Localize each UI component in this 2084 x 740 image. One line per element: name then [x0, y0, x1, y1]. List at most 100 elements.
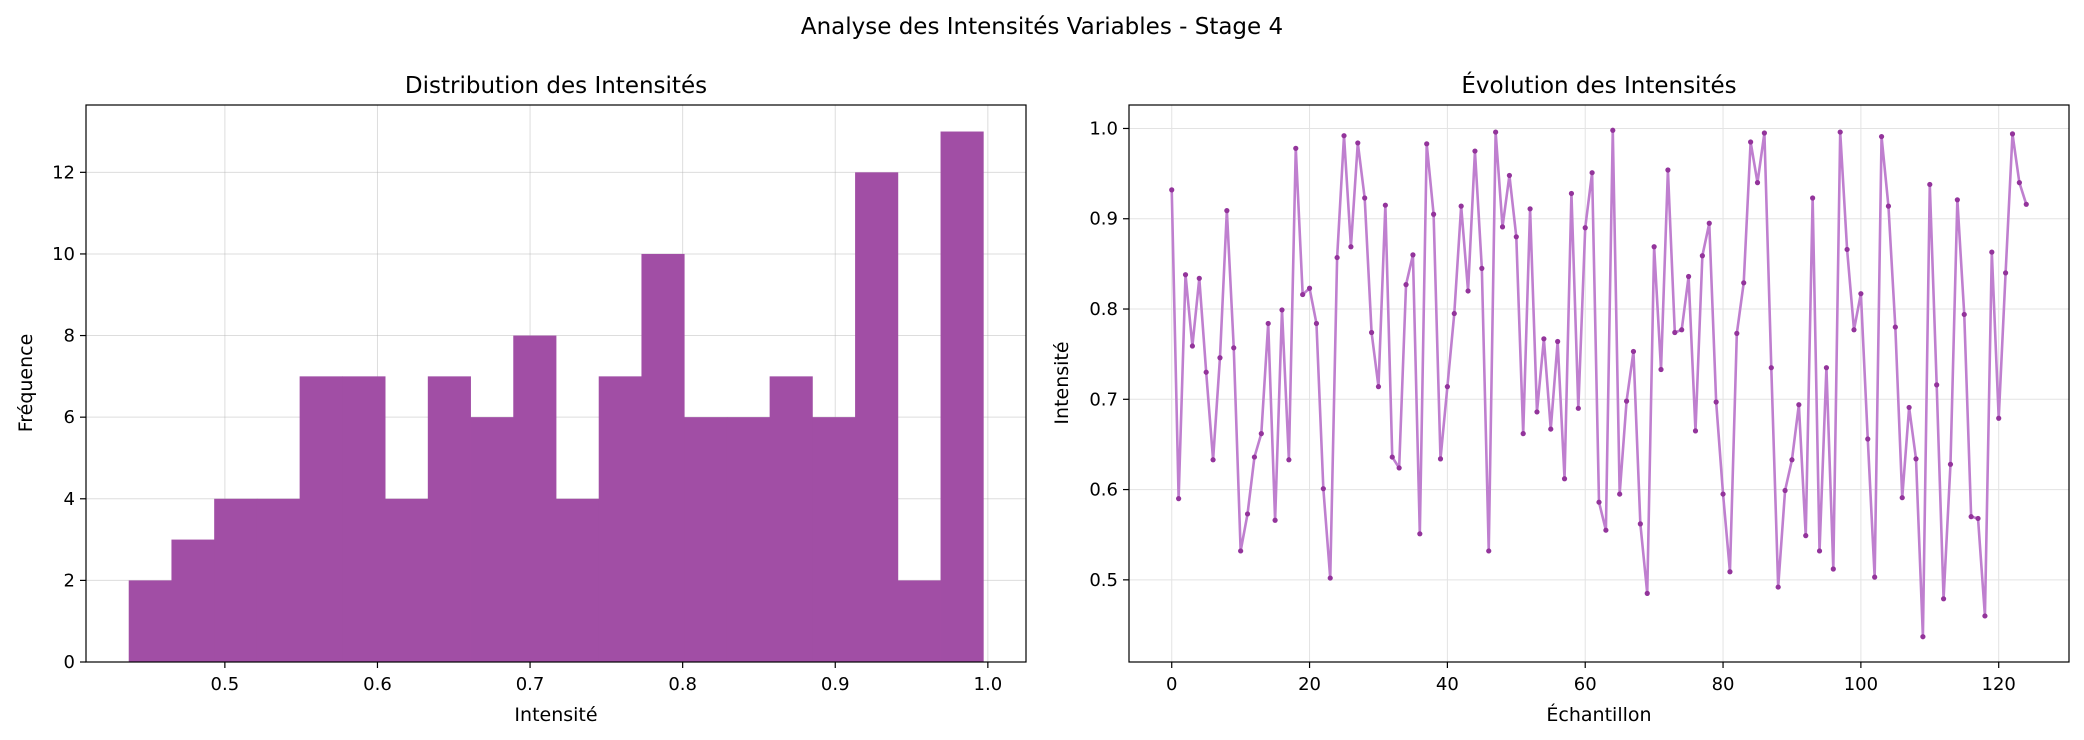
line-data-point [1706, 220, 1712, 226]
line-data-point [1203, 369, 1209, 375]
line-data-point [1630, 348, 1637, 355]
histogram-y-tick-label: 12 [52, 162, 75, 183]
line-data-point [1176, 496, 1182, 502]
histogram-bars [128, 131, 984, 663]
line-panel: Évolution des Intensités 0 20 40 60 80 100 120… [1051, 71, 2070, 726]
line-data-point [1830, 566, 1836, 572]
line-y-tick-label: 0.7 [1089, 389, 1118, 410]
line-data-point [1603, 527, 1609, 533]
histogram-x-tick-label: 0.8 [668, 674, 697, 695]
line-data-point [1720, 491, 1726, 497]
line-data-point [1844, 246, 1850, 253]
histogram-bar [513, 335, 557, 662]
line-data-point [1210, 457, 1216, 463]
line-data-point [1238, 548, 1244, 554]
line-data-point [1334, 254, 1340, 261]
line-data-point [1934, 382, 1940, 388]
histogram-bar [812, 417, 856, 662]
histogram-x-tick-label: 0.5 [211, 674, 240, 695]
line-data-point [1878, 133, 1885, 140]
histogram-bar [684, 417, 728, 662]
line-data-point [1975, 515, 1981, 522]
histogram-x-label: Intensité [514, 704, 597, 726]
line-data-point [1748, 139, 1754, 145]
line-data-point [1734, 330, 1740, 336]
line-data-point [1355, 140, 1361, 146]
line-data-point [1258, 431, 1264, 437]
line-data-point [1396, 465, 1402, 471]
line-data-point [1527, 206, 1533, 212]
histogram-bar [299, 376, 343, 662]
line-x-tick-label: 20 [1298, 674, 1321, 695]
line-data-point [1306, 285, 1313, 291]
line-data-point [1582, 225, 1588, 231]
line-data-point [1665, 167, 1671, 173]
histogram-x-tick-label: 0.7 [516, 674, 545, 695]
line-data-point [1872, 574, 1878, 580]
line-data-point [1410, 252, 1416, 258]
histogram-x-tick-label: 0.6 [363, 674, 392, 695]
line-title: Évolution des Intensités [1461, 71, 1736, 99]
line-data-point [1961, 311, 1967, 318]
line-data-point [2023, 201, 2029, 207]
line-data-point [1596, 499, 1602, 505]
line-data-point [1727, 569, 1733, 575]
line-data-point [1368, 329, 1375, 336]
line-data-point [1644, 590, 1650, 596]
line-data-point [1362, 195, 1368, 201]
line-data-point [1768, 365, 1774, 371]
line-data-point [2016, 180, 2022, 186]
line-data-point [1699, 253, 1705, 259]
histogram-panel: Distribution des Intensités 0.5 0.6 0.7 0.8… [15, 73, 1027, 726]
line-data-point [1996, 415, 2002, 421]
line-data-point [1217, 355, 1223, 361]
line-data-point [1851, 327, 1857, 333]
line-data-point [2009, 131, 2016, 137]
line-data-point [1617, 491, 1623, 497]
figure-suptitle: Analyse des Intensités Variables - Stage… [801, 14, 1283, 40]
line-data-point [1741, 280, 1747, 286]
histogram-bar [855, 172, 899, 663]
line-x-tick-label: 40 [1436, 674, 1459, 695]
histogram-y-tick-label: 4 [64, 489, 75, 510]
line-data-point [1555, 338, 1561, 345]
histogram-y-tick-label: 0 [64, 652, 75, 673]
line-data-point [1575, 405, 1581, 411]
line-series-path [1170, 128, 2028, 639]
line-data-point [1858, 291, 1864, 297]
line-data-point [1837, 129, 1843, 135]
line-data-point [1865, 436, 1871, 442]
histogram-x-ticks: 0.5 0.6 0.7 0.8 0.9 1.0 [211, 662, 1002, 695]
line-data-point [1892, 324, 1898, 330]
line-data-point [1493, 129, 1499, 135]
line-data-point [1754, 180, 1761, 186]
histogram-y-tick-label: 2 [64, 570, 75, 591]
line-data-point [1954, 197, 1960, 203]
line-data-point [1520, 431, 1526, 437]
line-data-point [1685, 273, 1692, 280]
line-data-point [1244, 511, 1251, 517]
line-data-point [1506, 172, 1513, 179]
histogram-bar [171, 539, 215, 662]
line-x-label: Échantillon [1546, 703, 1651, 726]
line-data-point [1920, 634, 1926, 640]
line-data-point [1231, 345, 1237, 351]
line-data-point [1692, 428, 1699, 434]
line-data-point [1534, 409, 1540, 415]
line-plot-frame [1128, 104, 2070, 663]
line-y-tick-label: 0.8 [1089, 299, 1118, 320]
line-data-point [1403, 282, 1409, 288]
line-y-tick-label: 0.5 [1089, 570, 1118, 591]
line-data-point [1927, 181, 1933, 188]
line-x-ticks: 0 20 40 60 80 100 120 [1166, 662, 2016, 695]
histogram-bar [769, 376, 813, 662]
line-data-point [1341, 133, 1347, 139]
histogram-y-tick-label: 8 [64, 326, 75, 347]
line-data-point [1989, 249, 1995, 255]
histogram-title: Distribution des Intensités [405, 73, 707, 99]
line-data-point [1424, 141, 1430, 147]
line-data-point [1548, 426, 1554, 432]
line-data-point [1472, 148, 1478, 154]
line-data-point [1906, 404, 1912, 411]
